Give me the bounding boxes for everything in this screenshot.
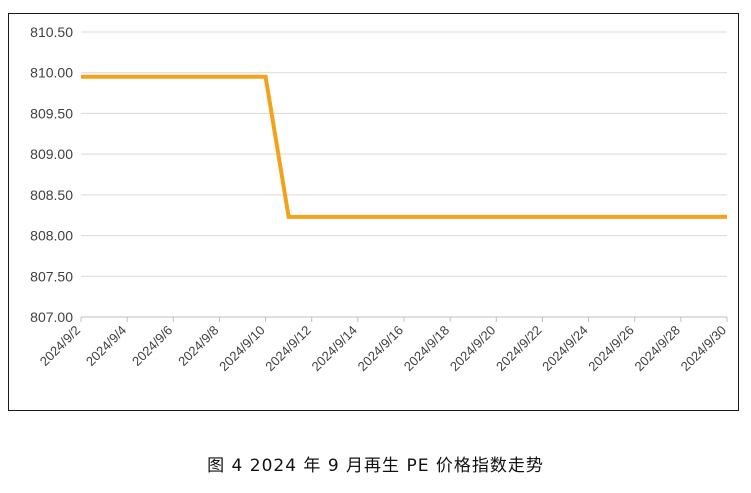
- gridlines: [81, 31, 727, 277]
- figure-caption: 图 4 2024 年 9 月再生 PE 价格指数走势: [207, 456, 544, 476]
- x-tick-label: 2024/9/30: [678, 323, 730, 375]
- x-tick-label: 2024/9/24: [539, 323, 591, 375]
- x-tick-label: 2024/9/10: [216, 323, 268, 375]
- x-tick-label: 2024/9/26: [585, 323, 637, 375]
- y-tick-label: 810.00: [30, 65, 73, 81]
- axes: [80, 316, 728, 322]
- x-tick-label: 2024/9/14: [308, 323, 360, 375]
- y-tick-label: 807.50: [30, 268, 73, 284]
- y-tick-label: 807.00: [30, 309, 73, 325]
- y-tick-label: 809.50: [30, 105, 73, 121]
- y-tick-label: 809.00: [30, 146, 73, 162]
- x-tick-labels: 2024/9/2 2024/9/4 2024/9/6 2024/9/82024/9/1…: [37, 323, 729, 375]
- x-tick-label: 2024/9/18: [401, 323, 453, 375]
- y-tick-label: 808.00: [30, 228, 73, 244]
- line-chart: 807.00 807.50 808.00 808.50 809.00 809.50 810.…: [30, 24, 729, 375]
- chart-frame: 807.00 807.50 808.00 808.50 809.00 809.50 810.…: [8, 13, 739, 411]
- x-tick-label: 2024/9/6: [129, 323, 175, 369]
- series-layer: [81, 74, 727, 219]
- x-tick-label: 2024/9/4: [83, 323, 129, 369]
- x-tick-label: 2024/9/8: [175, 323, 221, 369]
- x-tick-label: 2024/9/12: [262, 323, 314, 375]
- y-tick-label: 808.50: [30, 187, 73, 203]
- x-tick-label: 2024/9/22: [493, 323, 545, 375]
- x-tick-label: 2024/9/16: [355, 323, 407, 375]
- y-tick-label: 810.50: [30, 24, 73, 40]
- series-line: [81, 74, 727, 219]
- x-tick-label: 2024/9/2: [37, 323, 83, 369]
- x-tick-label: 2024/9/28: [631, 323, 683, 375]
- y-tick-labels: 807.00 807.50 808.00 808.50 809.00 809.50 810.…: [30, 24, 73, 325]
- x-tick-label: 2024/9/20: [447, 323, 499, 375]
